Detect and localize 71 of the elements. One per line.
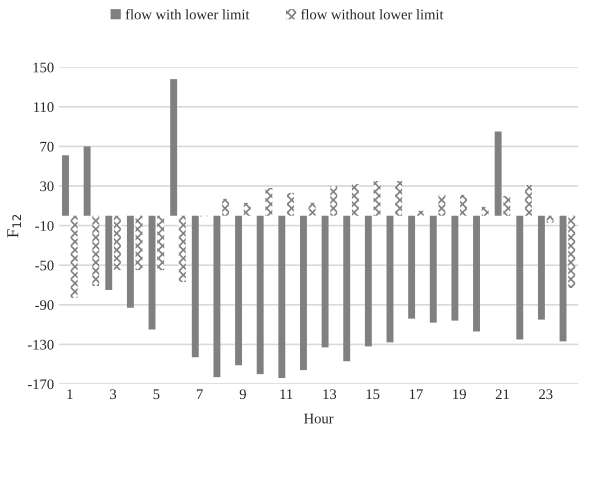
bar [222, 198, 230, 216]
y-tick-label: 70 [40, 142, 54, 152]
bar [92, 216, 100, 286]
y-tick-label: 110 [34, 102, 54, 112]
bar [322, 216, 329, 348]
x-tick-label: 7 [196, 389, 203, 399]
bar [560, 216, 567, 342]
bar [516, 216, 524, 340]
bar [126, 216, 134, 308]
x-tick-label: 17 [410, 389, 423, 399]
bar [408, 216, 416, 319]
bar [503, 196, 510, 216]
bar [524, 185, 532, 216]
y-tick-label: -130 [28, 340, 54, 350]
bar [62, 155, 69, 216]
x-tick-label: 23 [539, 389, 552, 400]
y-axis-title: F$_{12}$ [7, 214, 21, 238]
bar [343, 216, 350, 362]
bar [235, 216, 242, 366]
x-tick-label: 9 [240, 389, 246, 400]
bar [192, 216, 199, 358]
x-tick-label: 21 [496, 389, 509, 399]
bar [265, 188, 272, 216]
bar [136, 216, 143, 270]
bar [330, 186, 338, 216]
bar [364, 216, 372, 346]
bar [170, 79, 178, 216]
legend-label: flow with lower limit [126, 9, 250, 20]
x-axis-title: Hour [304, 414, 334, 424]
bar [287, 192, 294, 216]
bar [473, 216, 480, 332]
bar [430, 216, 437, 323]
bar [244, 202, 251, 216]
bar [300, 216, 307, 370]
bar [278, 216, 286, 378]
bar [460, 194, 468, 216]
x-tick-label: 3 [110, 389, 116, 400]
bar [148, 216, 156, 330]
bar [451, 216, 458, 321]
bar [256, 216, 264, 374]
y-tick-label: 30 [40, 181, 54, 192]
x-tick-label: 19 [453, 389, 466, 400]
bar [84, 146, 91, 216]
bar [438, 194, 446, 216]
bar [352, 184, 359, 216]
bar [386, 216, 394, 342]
bar [308, 202, 316, 216]
x-tick-label: 11 [280, 389, 292, 399]
legend-label: flow without lower limit [301, 9, 444, 20]
x-tick-label: 1 [67, 389, 73, 399]
bar [105, 216, 112, 290]
bar [494, 132, 502, 216]
y-tick-label: -50 [35, 260, 54, 270]
bar [538, 216, 545, 320]
bar [568, 216, 576, 288]
bar [114, 216, 121, 270]
y-tick-label: -10 [35, 220, 54, 231]
bar [546, 216, 554, 223]
y-tick-label: -90 [35, 300, 54, 310]
y-tick-label: -170 [28, 379, 54, 390]
bar [70, 216, 78, 298]
bar [482, 206, 489, 216]
bar [178, 216, 186, 282]
x-tick-label: 13 [323, 389, 336, 400]
bar [157, 216, 164, 270]
x-tick-label: 5 [154, 389, 160, 400]
bar [213, 216, 220, 378]
bar [374, 181, 380, 216]
x-tick-label: 15 [366, 389, 380, 400]
y-tick-label: 150 [34, 62, 54, 72]
bar [395, 181, 402, 216]
